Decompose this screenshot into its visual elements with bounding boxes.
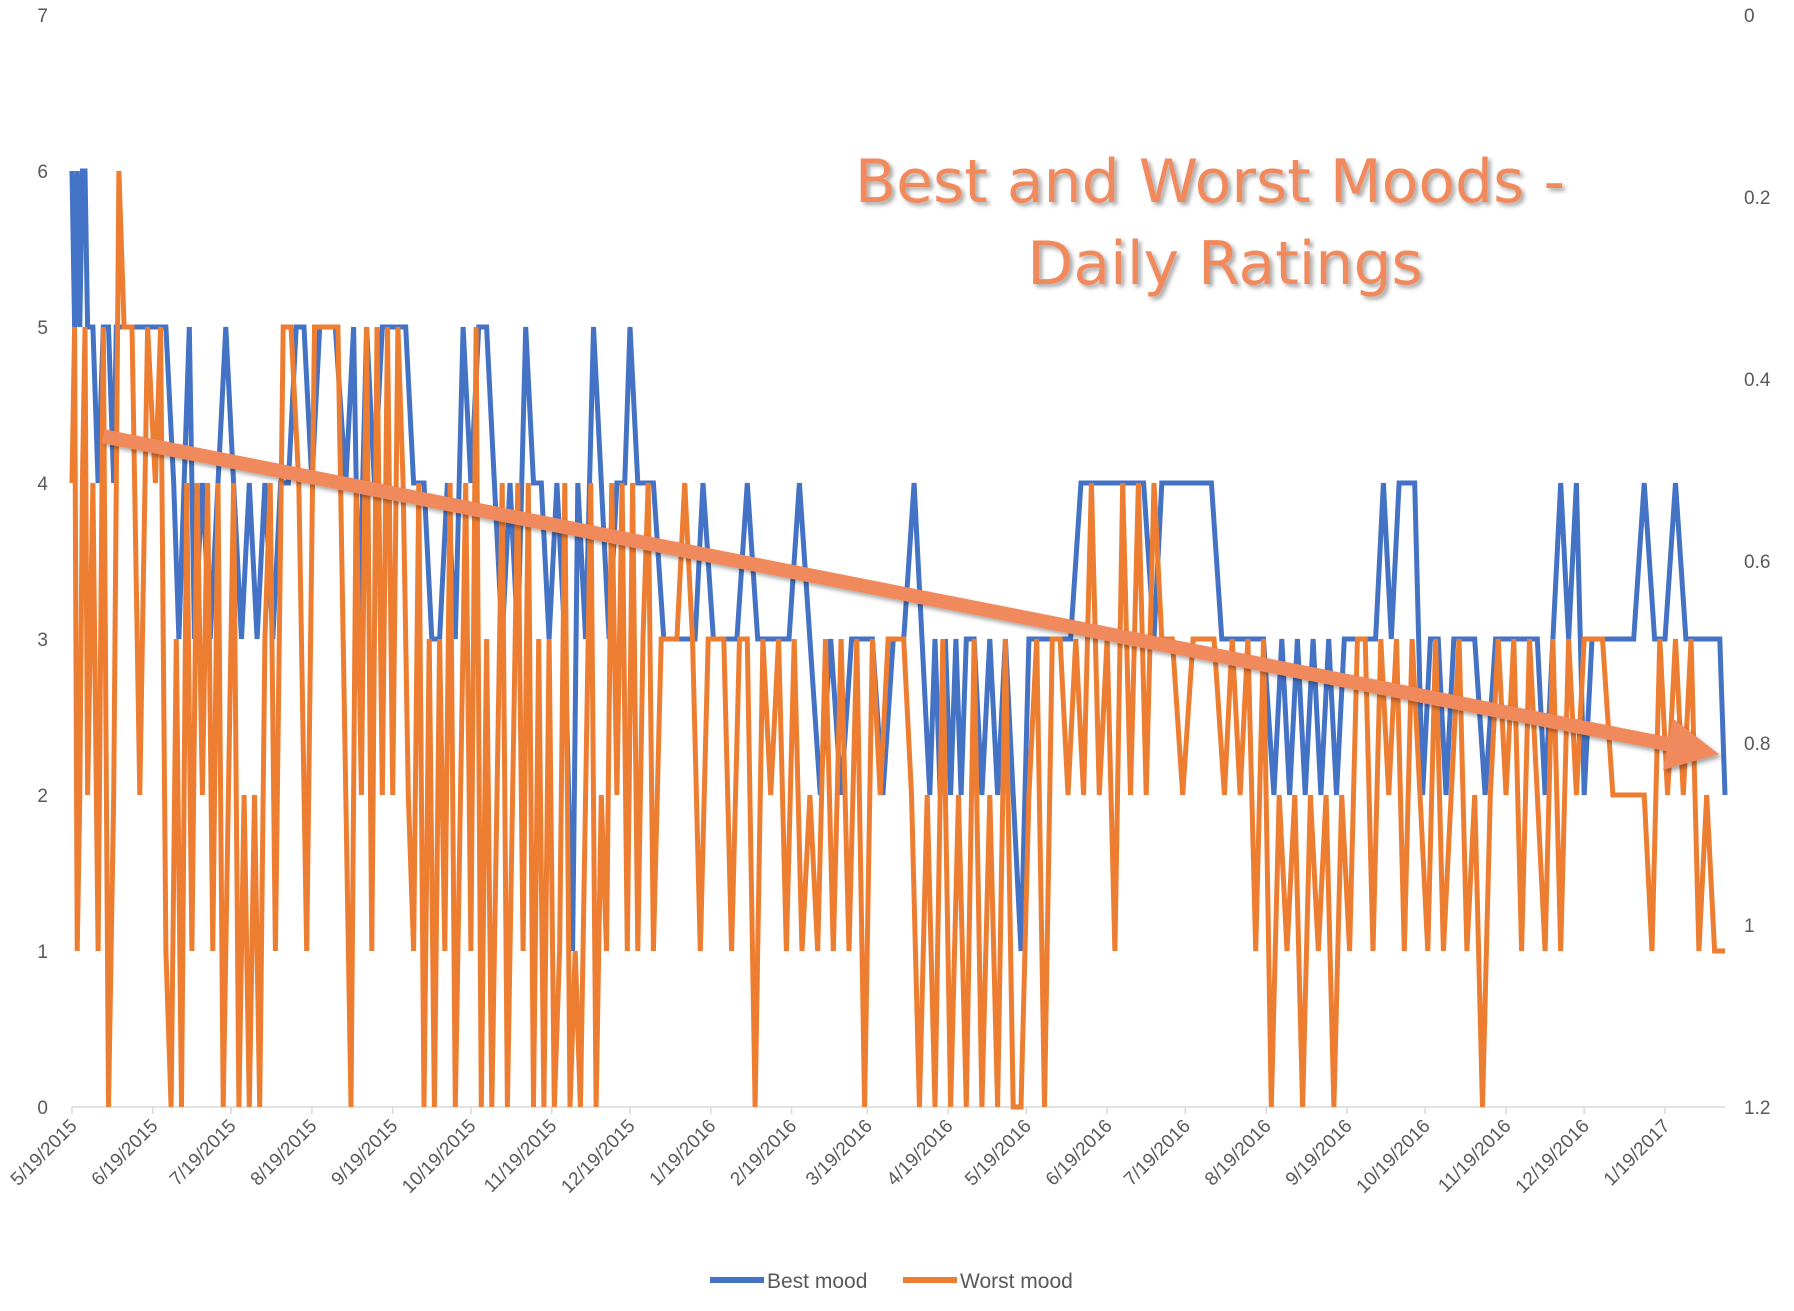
left-y-tick-label: 7 (37, 6, 48, 27)
x-tick-label: 7/19/2016 (1120, 1116, 1195, 1191)
x-tick-label: 1/19/2017 (1600, 1116, 1675, 1191)
x-tick-label: 8/19/2016 (1201, 1116, 1276, 1191)
left-y-tick-label: 4 (37, 474, 48, 495)
x-tick-label: 2/19/2016 (727, 1116, 802, 1191)
x-tick-label: 10/19/2015 (398, 1116, 480, 1198)
x-tick-label: 10/19/2016 (1353, 1116, 1435, 1198)
left-y-tick-label: 5 (37, 318, 48, 339)
chart-title-line-2: Daily Ratings (1027, 229, 1423, 299)
right-y-tick-label: 0.4 (1744, 370, 1771, 391)
chart-title: Best and Worst Moods - Daily Ratings (855, 147, 1565, 299)
x-tick-label: 4/19/2016 (883, 1116, 958, 1191)
right-y-tick-label: 0.2 (1744, 188, 1770, 209)
x-tick-label: 11/19/2016 (1434, 1116, 1515, 1197)
trend-arrow-shape (101, 429, 1719, 770)
x-tick-label: 3/19/2016 (802, 1116, 877, 1191)
worst-mood-line (69, 170, 1725, 1110)
right-y-tick-label: 0.8 (1744, 734, 1770, 755)
legend-label-best-mood: Best mood (767, 1270, 867, 1293)
x-tick-label: 12/19/2015 (557, 1116, 639, 1198)
right-y-axis: 0 0.2 0.4 0.6 0.8 1 1.2 (1744, 6, 1771, 1119)
left-y-tick-label: 1 (37, 942, 48, 963)
left-y-tick-label: 0 (37, 1098, 48, 1119)
x-tick-label: 8/19/2015 (247, 1116, 322, 1191)
right-y-tick-label: 1.2 (1744, 1098, 1770, 1119)
left-y-tick-label: 2 (37, 786, 48, 807)
x-tick-label: 7/19/2015 (166, 1116, 241, 1191)
x-tick-label: 6/19/2016 (1042, 1116, 1117, 1191)
x-tick-label: 1/19/2016 (646, 1116, 721, 1191)
legend: Best mood Worst mood (710, 1270, 1073, 1293)
x-tick-label: 5/19/2016 (961, 1116, 1036, 1191)
x-tick-label: 5/19/2015 (7, 1116, 82, 1191)
x-tick-label: 9/19/2016 (1282, 1116, 1357, 1191)
left-y-tick-label: 6 (37, 162, 48, 183)
right-y-tick-label: 0.6 (1744, 552, 1770, 573)
x-tick-label: 9/19/2015 (328, 1116, 403, 1191)
trend-arrow (101, 429, 1719, 770)
x-tick-label: 12/19/2016 (1512, 1116, 1594, 1198)
x-tick-label: 11/19/2015 (480, 1116, 561, 1197)
right-y-tick-label: 1 (1744, 916, 1755, 937)
x-tick-label: 6/19/2015 (88, 1116, 163, 1191)
series-layer (69, 168, 1728, 1110)
left-y-tick-label: 3 (37, 630, 48, 651)
legend-label-worst-mood: Worst mood (960, 1270, 1073, 1293)
x-axis: 5/19/2015 6/19/2015 7/19/2015 8/19/2015 9/19… (7, 1107, 1675, 1198)
left-y-axis: 0 1 2 3 4 5 6 7 (37, 6, 48, 1119)
right-y-tick-label: 0 (1744, 6, 1755, 27)
chart-title-line-1: Best and Worst Moods - (855, 147, 1565, 217)
